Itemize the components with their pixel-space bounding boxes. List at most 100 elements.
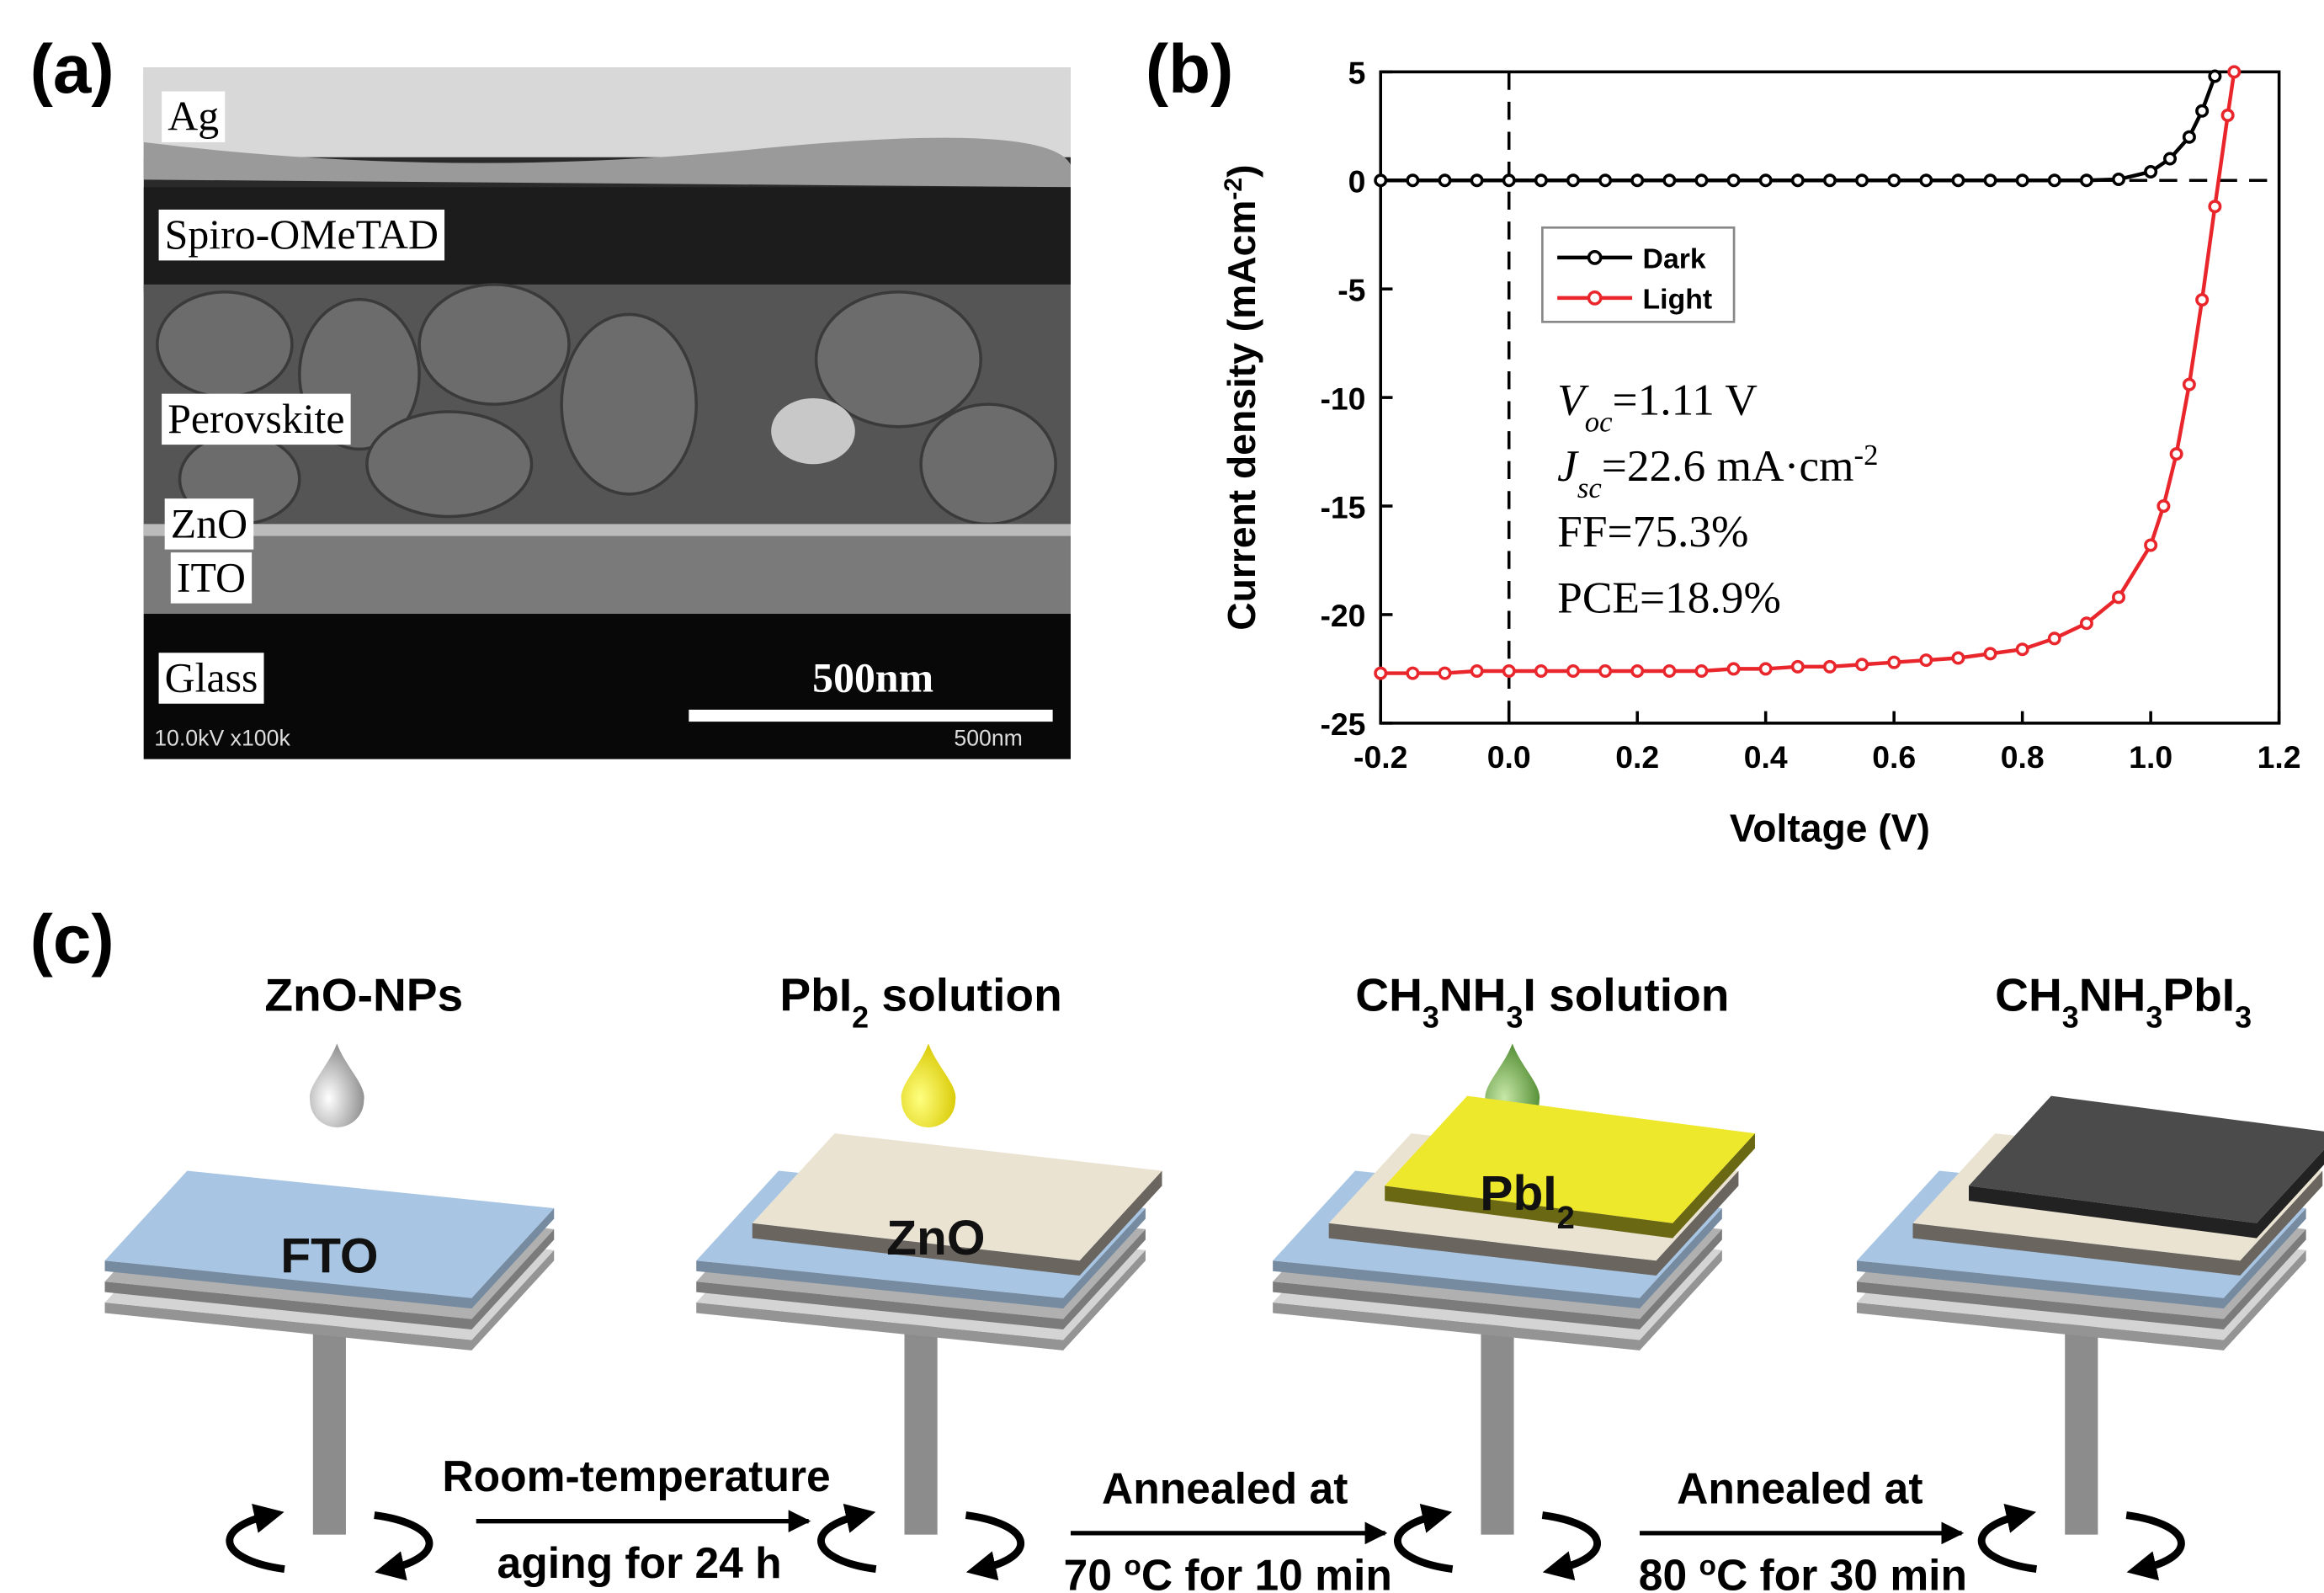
reagent-label: ZnO-NPs xyxy=(264,968,463,1020)
annotation-part: PCE=18.9% xyxy=(1557,572,1781,622)
data-point xyxy=(2112,590,2126,605)
data-point xyxy=(2079,173,2093,188)
data-point xyxy=(1406,666,1420,680)
reagent-label-part: CH xyxy=(1355,968,1423,1020)
data-point xyxy=(1534,663,1548,678)
panel-label: (b) xyxy=(1146,31,1233,108)
y-axis-label-part: -2 xyxy=(1219,178,1247,200)
layer-side xyxy=(696,1249,1146,1351)
label-box xyxy=(162,393,351,445)
data-point xyxy=(1662,663,1677,678)
sem-info-scale: 500nm xyxy=(954,726,1023,751)
step-label: Annealed at xyxy=(1102,1463,1348,1512)
layer-side xyxy=(104,1249,555,1351)
data-point xyxy=(1598,173,1613,188)
step-label: Annealed at xyxy=(1677,1463,1922,1512)
data-point xyxy=(1758,662,1773,676)
sem-image xyxy=(143,67,1071,759)
data-point xyxy=(1502,663,1516,678)
data-point xyxy=(2156,499,2171,514)
data-point xyxy=(1855,173,1869,188)
reagent-label: PbI2 solution xyxy=(779,968,1061,1034)
step-label-part: Annealed at xyxy=(1102,1463,1348,1512)
y-tick-label: -5 xyxy=(1337,272,1365,307)
x-tick-label: 1.2 xyxy=(2258,739,2301,775)
step-label-part: Annealed at xyxy=(1677,1463,1922,1512)
panel-label: (c) xyxy=(30,901,114,978)
x-tick-label: 1.0 xyxy=(2129,739,2172,775)
reagent-label-part: NH xyxy=(2079,968,2146,1020)
y-tick-label: -10 xyxy=(1320,381,1365,416)
data-point xyxy=(1534,173,1548,188)
data-point xyxy=(1822,173,1837,188)
layer-side xyxy=(104,1208,555,1309)
reagent-label-part: 3 xyxy=(2146,1000,2162,1034)
reagent-label-part: NH xyxy=(1439,968,1507,1020)
data-point xyxy=(1374,173,1388,188)
layer-top xyxy=(1385,1095,1755,1223)
annotation-part: sc xyxy=(1577,471,1602,503)
ito-layer xyxy=(143,524,1071,615)
data-point xyxy=(1790,659,1805,674)
data-point xyxy=(2195,293,2210,307)
annotation-part: =22.6 mA·cm xyxy=(1602,440,1854,491)
label-box xyxy=(162,91,226,142)
annotation-part: J xyxy=(1557,440,1579,491)
data-point xyxy=(2208,69,2222,83)
y-axis-label: Current density (mAcm-2) xyxy=(1219,164,1263,630)
data-point xyxy=(2182,377,2196,392)
step-label: Room-temperature xyxy=(442,1452,830,1500)
rotation-arrow xyxy=(226,1503,285,1573)
layer-side xyxy=(752,1170,1162,1276)
label-box xyxy=(164,498,254,550)
layer-side xyxy=(696,1228,1146,1330)
layer-label: Ag xyxy=(168,93,219,140)
spindle xyxy=(312,1317,346,1535)
annotation-part: V xyxy=(1557,375,1589,425)
reagent-label-part: ZnO-NPs xyxy=(264,968,463,1020)
data-point xyxy=(1726,173,1741,188)
data-point xyxy=(1470,663,1484,678)
data-point xyxy=(1438,173,1452,188)
layer-name: PbI2 xyxy=(1480,1166,1575,1235)
data-point xyxy=(1406,173,1420,188)
step-label-part: 80 xyxy=(1639,1550,1699,1593)
reagent-label-part: PbI xyxy=(779,968,852,1020)
data-point xyxy=(1919,173,1933,188)
spindle xyxy=(1481,1317,1514,1535)
panel-label: (a) xyxy=(30,31,114,108)
data-point xyxy=(2079,616,2093,631)
rotation-arrow xyxy=(817,1503,877,1573)
layer-side xyxy=(1856,1228,2306,1330)
data-point xyxy=(2163,152,2178,166)
reagent-label-part: PbI xyxy=(2162,968,2235,1020)
layer-side xyxy=(696,1208,1146,1309)
data-point xyxy=(1598,663,1613,678)
legend-box xyxy=(1541,226,1736,323)
spindle xyxy=(904,1317,938,1535)
step-label-part: C for 30 min xyxy=(1716,1550,1967,1593)
annotation: Jsc=22.6 mA·cm-2 xyxy=(1557,438,1878,503)
layer-side xyxy=(1273,1208,1722,1309)
rotation-arrow xyxy=(374,1511,433,1581)
data-point xyxy=(2169,447,2183,461)
step-label-part: 70 xyxy=(1064,1550,1125,1593)
layer-label: ITO xyxy=(177,554,246,600)
layer-side xyxy=(1273,1228,1722,1330)
step-label: aging for 24 h xyxy=(497,1538,782,1587)
data-point xyxy=(1694,173,1709,188)
data-point xyxy=(1919,653,1933,668)
step-label-part: Room-temperature xyxy=(442,1452,830,1500)
legend-marker xyxy=(1587,249,1603,265)
step-label-part: C for 10 min xyxy=(1141,1550,1392,1593)
series-line xyxy=(1380,75,2217,183)
annotation-part: =1.11 V xyxy=(1612,375,1757,425)
data-point xyxy=(1887,173,1901,188)
data-point xyxy=(1374,666,1388,680)
sem-info: 10.0kV x100k xyxy=(154,726,290,751)
layer-name: FTO xyxy=(280,1228,378,1283)
reagent-label: CH3NH3PbI3 xyxy=(1995,968,2252,1034)
y-tick-label: -20 xyxy=(1320,598,1365,633)
layer-side xyxy=(1273,1249,1722,1351)
